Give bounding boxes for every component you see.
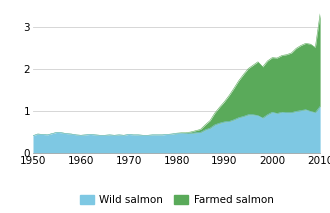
Legend: Wild salmon, Farmed salmon: Wild salmon, Farmed salmon	[76, 191, 278, 209]
